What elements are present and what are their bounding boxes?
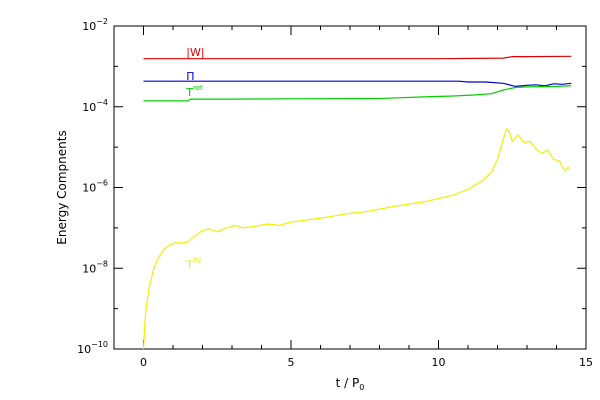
series-label-0: |W| xyxy=(186,46,204,59)
series-lines xyxy=(142,55,572,350)
x-tick-label: 15 xyxy=(579,356,593,369)
series-line-2 xyxy=(143,85,572,102)
y-tick-label: 10−10 xyxy=(77,340,108,356)
series-label-3: TRz xyxy=(185,256,202,271)
y-tick-label: 10−6 xyxy=(82,179,108,195)
series-line-1 xyxy=(143,80,572,88)
y-tick-label: 10−4 xyxy=(82,98,108,114)
x-axis: 0 5 10 15 xyxy=(113,26,593,369)
y-tick-label: 10−8 xyxy=(82,259,108,275)
y-axis: 10−10 10−8 10−6 10−4 10−2 xyxy=(77,17,586,356)
x-tick-label: 5 xyxy=(288,356,295,369)
plot-area-frame xyxy=(113,25,587,350)
x-axis-title: t / P0 xyxy=(336,376,365,392)
y-axis-title: Energy Compnents xyxy=(55,130,69,244)
x-tick-label: 0 xyxy=(140,356,147,369)
y-tick-label: 10−2 xyxy=(82,17,108,33)
series-label-2: Trot xyxy=(185,84,203,99)
series-line-0 xyxy=(143,55,572,60)
x-tick-label: 10 xyxy=(432,356,446,369)
series-label-1: Π xyxy=(186,70,194,83)
series-line-3 xyxy=(142,128,571,350)
